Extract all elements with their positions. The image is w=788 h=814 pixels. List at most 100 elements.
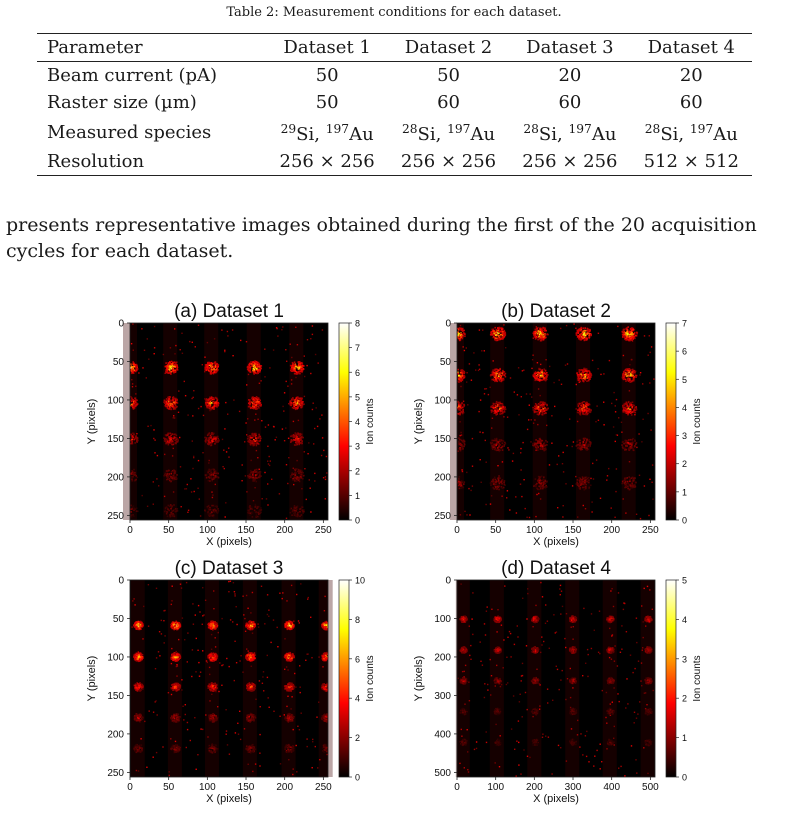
noise-pixel [285,517,288,519]
spot-pixel [168,505,171,508]
spot-pixel [170,506,173,508]
heatmap-frame [129,322,329,521]
noise-pixel [134,604,136,606]
x-tick-label: 200 [603,525,620,536]
spot-pixel [544,377,546,379]
noise-pixel [184,704,186,706]
spot-pixel [132,370,134,373]
spot-pixel [539,406,541,408]
spot-pixel [211,441,213,443]
spot-pixel [255,363,258,365]
spot-pixel [205,398,208,400]
spot-pixel [248,511,250,513]
spot-pixel [458,481,461,483]
table-row: Resolution 256 × 256 256 × 256 256 × 256… [37,148,752,176]
spot-pixel [174,398,177,401]
spot-pixel [499,449,501,452]
spot-pixel [259,473,261,475]
spot-pixel [626,445,628,447]
spot-pixel [204,436,206,439]
spot-pixel [492,479,494,481]
spot-pixel [254,475,257,478]
spot-pixel [141,621,143,624]
noise-pixel [287,669,289,671]
spot-pixel [250,361,252,363]
panel-title: (c) Dataset 3 [175,558,284,579]
spot-pixel [458,339,461,341]
spot-pixel [543,327,545,329]
spot-pixel [590,441,592,444]
noise-pixel [234,732,237,734]
noise-pixel [312,402,314,404]
spot-pixel [545,439,547,442]
spot-pixel [587,476,590,479]
spot-pixel [463,443,466,446]
spot-pixel [301,509,304,512]
colorbar-tick-label: 3 [355,442,360,452]
noise-pixel [235,606,237,608]
spot-pixel [497,373,500,376]
noise-pixel [224,349,226,351]
spot-pixel [626,368,629,371]
noise-pixel [175,344,177,347]
spot-pixel [295,439,298,442]
noise-pixel [324,478,327,481]
spot-pixel [176,508,179,510]
spot-pixel [497,486,500,489]
spot-pixel [168,473,170,475]
spot-pixel [290,398,293,401]
spot-pixel [492,373,495,376]
spot-pixel [542,448,544,451]
spot-pixel [494,486,497,488]
spot-pixel [166,368,168,371]
spot-pixel [625,372,627,374]
spot-pixel [214,366,217,368]
spot-pixel [588,403,591,406]
spot-pixel [210,372,212,375]
spot-pixel [251,402,254,404]
spot-pixel [208,364,211,366]
spot-pixel [249,507,252,510]
spot-pixel [495,378,498,381]
spot-pixel [296,405,299,408]
x-axis-label: X (pixels) [533,536,579,548]
noise-pixel [648,335,650,337]
spot-pixel [163,439,166,442]
spot-pixel [581,408,583,410]
spot-pixel [174,509,176,512]
spot-pixel [258,401,260,403]
spot-pixel [627,339,630,341]
spot-pixel [583,446,586,449]
spot-pixel [501,407,503,410]
spot-pixel [211,439,213,442]
row-param-raster-size: Raster size (µm) [47,92,197,113]
noise-pixel [177,411,180,413]
spot-pixel [579,380,581,383]
noise-pixel [294,672,296,675]
spot-pixel [626,335,629,337]
noise-pixel [202,587,204,589]
spot-pixel [537,375,540,377]
spot-pixel [492,486,494,489]
spot-pixel [632,441,634,443]
spot-pixel [534,408,537,411]
noise-pixel [272,619,275,621]
noise-pixel [146,338,148,340]
spot-pixel [176,368,178,370]
spot-pixel [294,406,297,409]
noise-pixel [498,475,500,477]
noise-pixel [261,498,263,500]
spot-pixel [588,336,590,339]
noise-pixel [299,691,301,694]
spot-pixel [627,412,630,414]
noise-pixel [170,693,173,696]
noise-pixel [511,460,514,462]
noise-pixel [466,514,468,516]
noise-pixel [326,472,328,474]
spot-pixel [589,411,591,414]
spot-pixel [171,514,174,517]
spot-pixel [498,450,500,453]
spot-pixel [494,326,496,329]
noise-pixel [560,327,562,330]
spot-pixel [136,510,139,513]
